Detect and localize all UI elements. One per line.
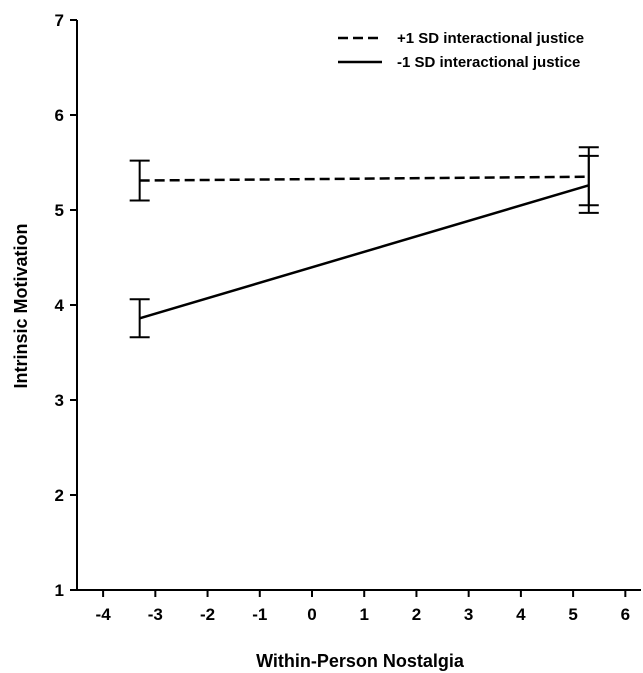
x-tick-label: 4 (516, 605, 526, 624)
x-tick-label: 3 (464, 605, 473, 624)
y-tick-label: 5 (55, 201, 64, 220)
axes: -4 -3 -2 -1 0 1 2 3 4 5 6 1 2 3 4 5 6 7 (55, 11, 641, 624)
series-line (139, 184, 590, 320)
legend: +1 SD interactional justice -1 SD interac… (338, 30, 584, 71)
legend-label: +1 SD interactional justice (397, 30, 584, 47)
y-tick-label: 4 (55, 296, 65, 315)
x-tick-label: 6 (621, 605, 630, 624)
x-tick-label: -2 (200, 605, 215, 624)
y-tick-label: 7 (55, 11, 64, 30)
y-tick-label: 3 (55, 391, 64, 410)
x-tick-label: 1 (359, 605, 368, 624)
x-axis-label: Within-Person Nostalgia (256, 651, 465, 671)
x-tick-label: -3 (148, 605, 163, 624)
x-tick-label: 2 (412, 605, 421, 624)
series-1 (129, 146, 599, 207)
x-tick-label: -4 (96, 605, 112, 624)
x-tick-label: 0 (307, 605, 316, 624)
x-tick-label: 5 (568, 605, 577, 624)
y-tick-label: 1 (55, 581, 64, 600)
legend-label: -1 SD interactional justice (397, 54, 580, 71)
y-tick-label: 2 (55, 486, 64, 505)
x-tick-label: -1 (252, 605, 267, 624)
y-axis-label: Intrinsic Motivation (11, 223, 31, 388)
series-2 (129, 154, 599, 339)
series-layer (129, 146, 599, 339)
series-line (139, 175, 589, 182)
y-tick-label: 6 (55, 106, 64, 125)
